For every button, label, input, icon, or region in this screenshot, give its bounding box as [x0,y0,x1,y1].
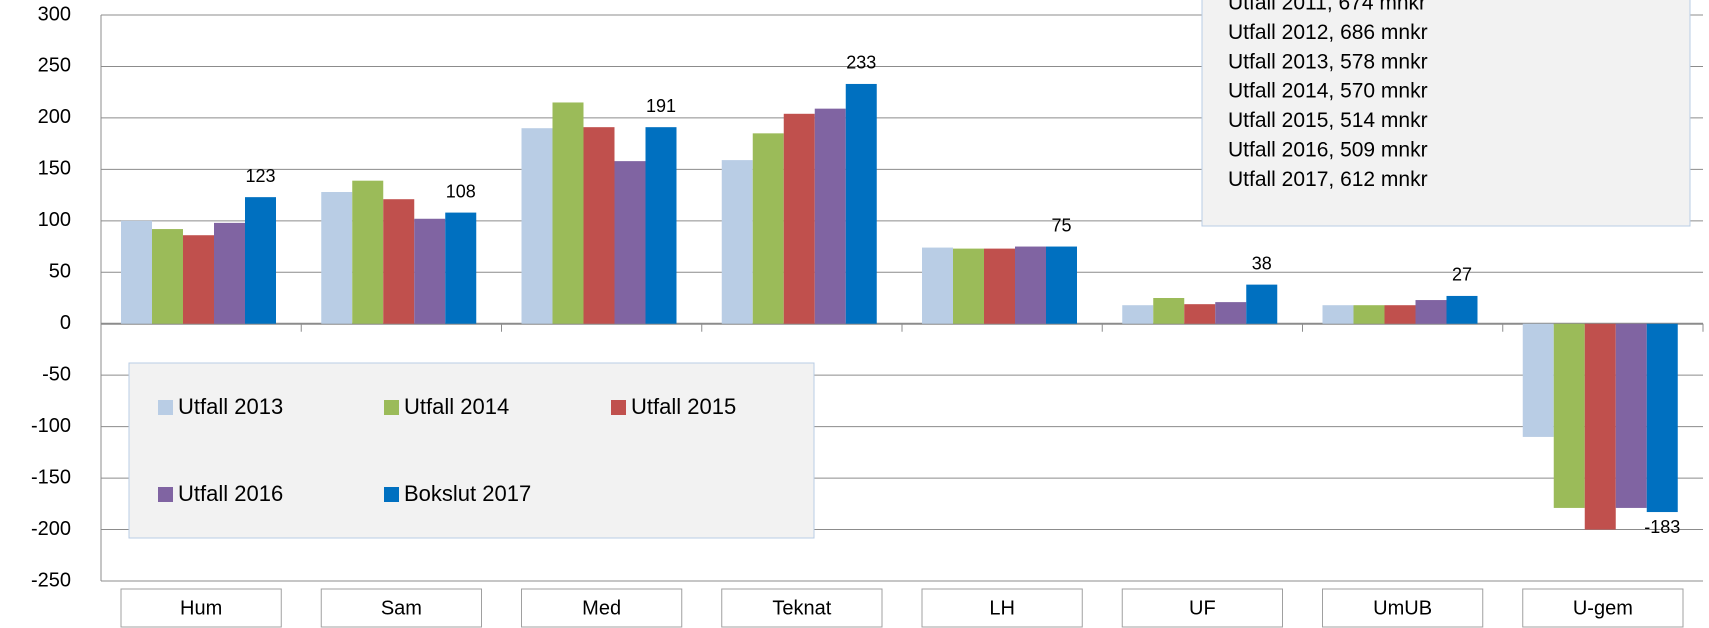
bar [814,108,846,324]
x-tick-label: Teknat [772,597,831,619]
legend-swatch [611,400,626,415]
y-tick-label: 50 [49,261,71,283]
bar [1553,323,1585,508]
legend-label: Bokslut 2017 [404,481,531,506]
x-tick-label: U-gem [1573,597,1633,619]
data-label: 191 [646,96,676,116]
bar [1615,323,1647,508]
bar [352,180,384,324]
legend [128,362,815,539]
bar [1353,305,1385,324]
bar [521,128,553,324]
bar [1646,323,1678,513]
bar [614,161,646,324]
bar [1322,305,1354,324]
bar [645,127,677,324]
category-box [1121,588,1283,628]
x-tick-label: Sam [381,597,422,619]
bar [245,197,276,324]
y-tick-label: -50 [42,363,71,385]
bar [1384,305,1416,324]
bar [583,127,615,324]
y-tick-label: 0 [60,312,71,334]
bar [121,220,152,324]
y-tick-label: -200 [31,518,71,540]
y-tick-label: -150 [31,466,71,488]
bar [383,199,415,324]
legend-swatch [384,487,399,502]
bar [1415,300,1447,324]
category-box [721,588,883,628]
bar [1122,305,1154,324]
x-tick-label: UmUB [1373,597,1432,619]
bar [984,248,1015,324]
bar [721,160,753,324]
bar [752,133,784,324]
legend-swatch [158,487,173,502]
y-tick-label: 150 [38,158,71,180]
y-tick-label: 250 [38,55,71,77]
annotation-line: Utfall 2017, 612 mnkr [1228,168,1428,191]
data-label: 108 [446,181,476,201]
x-tick-label: LH [989,597,1015,619]
legend-label: Utfall 2016 [178,481,283,506]
bar [1584,323,1616,530]
bar [321,192,353,324]
category-box [521,588,683,628]
legend-label: Utfall 2014 [404,394,509,419]
bar [1184,304,1216,324]
data-label: 123 [245,166,275,186]
bar [783,113,815,324]
data-label: 233 [846,53,876,73]
bar [953,248,984,324]
annotation-line: Utfall 2011, 674 mnkr [1228,0,1426,15]
bar [1246,284,1278,324]
bar [152,229,183,324]
x-tick-label: Hum [180,597,222,619]
data-label: -183 [1644,517,1680,537]
data-label: 75 [1051,215,1071,235]
legend-swatch [384,400,399,415]
legend-swatch [158,400,173,415]
bar [922,247,953,324]
annotation-box [1201,0,1691,227]
bar [1522,323,1554,437]
bar [1046,246,1077,324]
bar [1153,298,1185,324]
bar [1446,295,1478,324]
bar [214,222,245,324]
legend-label: Utfall 2013 [178,394,283,419]
bar [1015,246,1046,324]
category-box [1522,588,1684,628]
annotation-line: Utfall 2015, 514 mnkr [1228,109,1428,132]
y-tick-label: -250 [31,569,71,591]
category-box [320,588,482,628]
category-box [1322,588,1484,628]
annotation-line: Utfall 2016, 509 mnkr [1228,139,1428,162]
annotation-line: Utfall 2013, 578 mnkr [1228,50,1428,73]
category-box [921,588,1083,628]
data-label: 27 [1452,265,1472,285]
bar [414,218,446,324]
y-tick-label: -100 [31,415,71,437]
y-tick-label: 300 [38,3,71,25]
bar [845,83,877,324]
data-label: 38 [1252,253,1272,273]
bar [552,102,584,324]
y-tick-label: 200 [38,106,71,128]
bar [1215,302,1247,324]
bar [445,212,477,324]
annotation-line: Utfall 2012, 686 mnkr [1228,21,1428,44]
y-tick-label: 100 [38,209,71,231]
bar [183,235,214,324]
category-box [120,588,282,628]
annotation-line: Utfall 2014, 570 mnkr [1228,80,1428,103]
x-tick-label: UF [1189,597,1216,619]
legend-label: Utfall 2015 [631,394,736,419]
x-tick-label: Med [582,597,621,619]
